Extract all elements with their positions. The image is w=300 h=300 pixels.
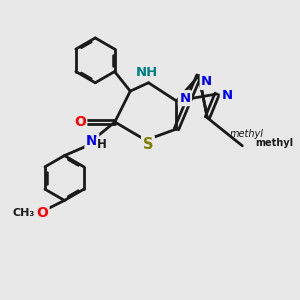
Text: CH₃: CH₃ [13, 208, 35, 218]
Text: N: N [201, 75, 212, 88]
Text: methyl: methyl [255, 138, 293, 148]
Text: O: O [36, 206, 48, 220]
Text: NH: NH [136, 67, 158, 80]
Text: S: S [143, 137, 153, 152]
Text: methyl: methyl [230, 129, 263, 139]
Text: N: N [179, 92, 191, 105]
Text: N: N [221, 89, 233, 102]
Text: O: O [74, 115, 86, 129]
Text: H: H [97, 138, 106, 151]
Text: N: N [86, 134, 98, 148]
